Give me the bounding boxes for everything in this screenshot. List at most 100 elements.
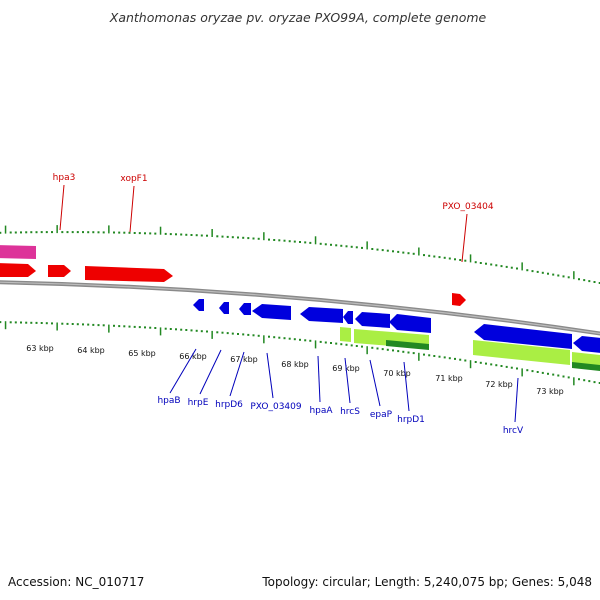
gene-PXO_03404[interactable] [452,293,466,306]
minor-tick [190,234,193,236]
minor-tick [9,321,12,324]
leader-line [169,348,197,394]
gene-label-epaP[interactable]: epaP [370,410,393,420]
minor-tick [195,329,198,332]
minor-tick [231,332,234,335]
gene-label-hrcS[interactable]: hrcS [340,407,360,417]
minor-tick [402,251,405,254]
minor-tick [206,330,208,333]
major-tick [521,368,523,377]
reverse-strand-features [193,299,600,354]
minor-tick [175,233,177,236]
minor-tick [221,235,224,238]
minor-tick [335,342,338,345]
reverse-gene-labels: hpaB hrpE hrpD6 PXO_03409 hpaA hrcS epaP… [157,348,524,436]
minor-tick [102,324,105,327]
gene-hrcV[interactable] [474,324,572,349]
minor-tick [485,262,487,265]
minor-tick [14,231,17,234]
gene-hrpD1[interactable] [389,314,431,333]
gene-label-hrcV[interactable]: hrcV [503,426,524,436]
gene-forward-3[interactable] [85,266,173,282]
minor-tick [92,323,95,326]
minor-tick [221,331,224,334]
dark-green-feature[interactable] [386,340,429,350]
minor-tick [273,336,276,339]
gene-label-PXO_03409[interactable]: PXO_03409 [250,402,302,412]
minor-tick [536,371,539,373]
rna-feature[interactable] [340,327,351,342]
gene-hrcS[interactable] [343,311,353,324]
minor-tick [268,238,270,241]
gene-hrpD6[interactable] [239,303,251,315]
gene-label-hrpD6[interactable]: hrpD6 [215,400,243,410]
rna-feature[interactable] [473,340,570,365]
minor-tick [464,259,467,262]
minor-tick [423,353,425,356]
minor-tick [154,327,157,329]
gene-label-hpa3[interactable]: hpa3 [53,173,76,183]
kbp-label: 67 kbp [230,355,258,364]
minor-tick [0,231,2,234]
minor-tick [102,231,105,234]
gene-reverse-end[interactable] [573,336,600,354]
minor-tick [273,239,276,241]
gene-epaP[interactable] [355,312,390,328]
minor-tick [200,234,203,237]
minor-tick [531,270,534,273]
kbp-label: 73 kbp [536,387,564,396]
gene-label-hpaA[interactable]: hpaA [309,406,333,416]
minor-tick [35,321,38,324]
minor-tick [371,346,374,349]
inner-tick-ring [0,321,600,386]
topology-text: Topology: circular; Length: 5,240,075 bp… [261,575,592,589]
gene-hpaB[interactable] [193,299,204,311]
gene-xopF1[interactable] [48,265,71,277]
kbp-label: 68 kbp [281,360,309,369]
minor-tick [516,367,518,370]
minor-tick [128,325,131,328]
minor-tick [407,252,410,255]
minor-tick [443,356,446,359]
minor-tick [226,235,229,238]
minor-tick [45,322,48,325]
minor-tick [20,231,22,234]
minor-tick [180,328,183,331]
kbp-label: 63 kbp [26,344,54,353]
forward-strand-features [0,245,466,306]
minor-tick [45,231,48,234]
major-tick [159,226,162,235]
minor-tick [87,231,90,234]
leader-line [317,355,321,403]
minor-tick [164,327,167,330]
minor-tick [113,231,115,234]
minor-tick [304,241,307,244]
minor-tick [578,278,580,281]
dark-green-feature[interactable] [572,362,600,372]
leader-line [129,185,135,233]
minor-tick [526,369,529,372]
minor-tick [557,374,560,377]
gene-label-hpaB[interactable]: hpaB [157,396,180,406]
gene-hrpE[interactable] [219,302,229,314]
minor-tick [588,380,591,383]
gene-label-hrpE[interactable]: hrpE [188,398,209,408]
minor-tick [149,232,152,235]
gene-label-xopF1[interactable]: xopF1 [120,174,147,184]
minor-tick [216,331,219,334]
minor-tick [324,341,327,344]
minor-tick [500,265,503,268]
gene-label-PXO_03404[interactable]: PXO_03404 [442,202,494,212]
gene-hpa3[interactable] [0,263,36,277]
gene-hpaA[interactable] [300,307,343,323]
gene-label-hrpD1[interactable]: hrpD1 [397,415,425,425]
minor-tick [547,372,549,375]
minor-tick [562,275,565,278]
minor-tick [324,243,327,246]
pink-feature[interactable] [0,245,36,259]
minor-tick [118,231,121,234]
gene-PXO_03409[interactable] [252,304,291,320]
kbp-label: 64 kbp [77,346,105,355]
minor-tick [495,264,498,267]
minor-tick [562,375,565,378]
